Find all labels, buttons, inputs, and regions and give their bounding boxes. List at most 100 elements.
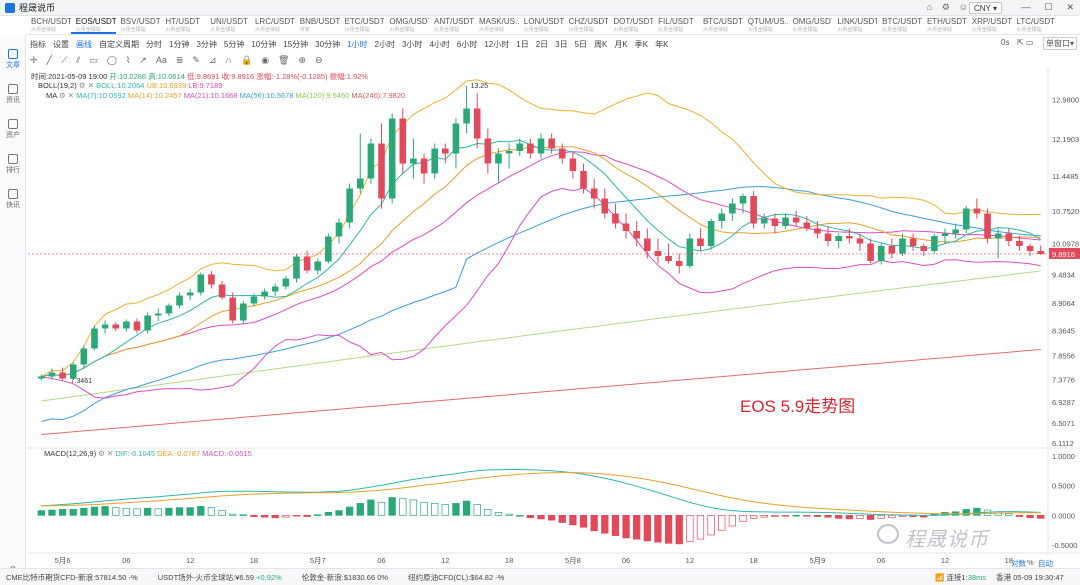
timeframe-option[interactable]: 月K [614,39,628,49]
symbol-tab[interactable]: LRC/USDT 火币全球站 [250,16,295,34]
timeframe-option[interactable]: 周K [594,39,608,49]
sidebar-item[interactable]: 排行 [0,154,26,175]
magnet-icon[interactable]: ∩ [225,55,232,65]
symbol-tab[interactable]: LINK/USDT 火币全球站 [832,16,877,34]
timeframe-option[interactable]: 2小时 [374,39,395,49]
sidebar-item[interactable]: 文章 [0,49,26,70]
timeframe-option[interactable]: 年K [655,39,669,49]
rect-tool-icon[interactable]: ▭ [89,54,98,65]
crosshair-icon[interactable]: ✛ [30,54,38,65]
symbol-tab[interactable]: OMG/USDT 火币全球站 [384,16,429,34]
symbol-tab[interactable]: BNB/USDT 币安 [295,16,340,34]
symbol-tab[interactable]: OMG/USDT 火币全球站 [788,16,833,34]
y-tick-label: 6.5071 [1052,419,1075,428]
timeframe-option[interactable]: 15分钟 [283,39,309,49]
symbol-tab[interactable]: ANT/USDT 火币全球站 [429,16,474,34]
custom-period-button[interactable]: 自定义周期 [99,39,139,49]
timeframe-option[interactable]: 分时 [146,39,162,49]
ticker-item[interactable]: 伦敦金-新浪:$1830.66 0% [301,572,389,582]
minimize-button[interactable]: — [1021,2,1031,12]
parallel-tool-icon[interactable]: ⫽ [76,54,81,65]
macd-bar [611,515,620,536]
brush-tool-icon[interactable]: ✎ [192,54,200,65]
currency-select[interactable]: CNY ▾ [969,2,1002,14]
pct-toggle[interactable]: % [1027,558,1034,567]
timeframe-option[interactable]: 1小时 [347,39,368,49]
timeframe-option[interactable]: 4小时 [429,39,450,49]
log-toggle[interactable]: 对数 [1011,559,1026,568]
close-button[interactable]: ✕ [1066,2,1074,12]
timeframe-option[interactable]: 1分钟 [169,39,190,49]
timeframe-option[interactable]: 3分钟 [196,39,217,49]
symbol-tab[interactable]: LTC/USDT 火币全球站 [1012,16,1057,34]
fib-tool-icon[interactable]: ≣ [175,54,184,65]
window-mode-select[interactable]: 单窗口▾ [1043,37,1078,50]
arrow-tool-icon[interactable]: ↗ [139,54,147,65]
candle-body [38,376,45,379]
timeframe-option[interactable]: 6小时 [456,39,478,49]
zoom-in-icon[interactable]: ⊕ [298,54,307,65]
ray-tool-icon[interactable]: ⟋ [60,54,68,65]
timeframe-option[interactable]: 季K [634,39,649,49]
timeframe-option[interactable]: 5日 [574,39,588,49]
chart-area[interactable]: 12.9800 12.1903 11.4485 10.7520 10.0978 9.483… [28,68,1080,570]
line-tool-icon[interactable]: ╱ [46,54,52,65]
tool-button[interactable]: 指标 [30,39,46,49]
candle-body [133,321,141,331]
gear-icon[interactable]: ⚙ [941,2,950,12]
bell-icon[interactable]: ⌂ [926,2,932,12]
tool-button[interactable]: 画线 [76,39,92,49]
symbol-tab[interactable]: XRP/USDT 火币全球站 [967,16,1012,34]
symbol-tab[interactable]: ETH/USDT 火币全球站 [922,16,967,34]
macd-bar [739,515,747,522]
timeframe-option[interactable]: 2日 [535,39,549,49]
timeframe-option[interactable]: 30分钟 [315,39,341,49]
layout-icon[interactable]: ⇱ ▭ [1017,38,1034,47]
symbol-exchange: 火币全球站 [434,27,460,33]
measure-tool-icon[interactable]: ⊿ [208,54,217,65]
eye-icon[interactable]: ◉ [261,54,270,65]
user-icon[interactable]: ☺ [958,2,968,12]
macd-info: MACD(12,26,9) ⚙ ✕ DIF:-0.1045 DEA:-0.078… [44,449,252,458]
tool-button[interactable]: 设置 [53,39,69,49]
symbol-tab[interactable]: ETC/USDT 火币全球站 [340,16,385,34]
timeframe-option[interactable]: 5分钟 [223,39,245,49]
timeframe-option[interactable]: 3日 [555,39,568,49]
timeframe-option[interactable]: 12小时 [484,39,510,49]
maximize-button[interactable]: ☐ [1044,2,1053,12]
ticker-item[interactable]: CME比特币期货CFD-新浪:57814.50 -% [6,572,138,582]
ticker-item[interactable]: 纽约原油CFD(CL):$64.82 -% [408,572,505,582]
lock-icon[interactable]: 🔒 [240,54,253,65]
path-tool-icon[interactable]: ⌇ [125,54,131,65]
symbol-tab[interactable]: BTC/USDT 火币全球站 [877,16,922,34]
text-tool-icon[interactable]: Aa [155,55,167,65]
timeframe-option[interactable]: 3小时 [401,39,423,49]
symbol-tab[interactable]: DOT/USDT 火币全球站 [608,16,653,34]
ticker-item[interactable]: USDT场外-火币全球站:¥6.59 +0.92% [157,572,282,582]
trash-icon[interactable]: 🗑 [278,54,290,65]
timeframe-option[interactable]: 10分钟 [251,39,277,49]
auto-toggle[interactable]: 自动 [1038,559,1053,568]
symbol-tab[interactable]: BSV/USDT 火币全球站 [116,16,161,34]
circle-tool-icon[interactable]: ◯ [106,54,117,65]
symbol-tab[interactable]: EOS/USDT 火币全球站 [70,16,116,34]
symbol-tab[interactable]: LON/USDT 火币全球站 [519,16,564,34]
boll-lower-band [41,187,1041,399]
symbol-tab[interactable]: QTUM/US... 火币全球站 [743,16,788,34]
symbol-tab[interactable]: BCH/USDT 火币全球站 [26,16,71,34]
price-chart[interactable]: 12.9800 12.1903 11.4485 10.7520 10.0978 9.483… [28,68,1080,568]
symbol-tab[interactable]: CHZ/USDT 火币全球站 [564,16,609,34]
sidebar-item[interactable]: 资产 [0,119,26,140]
candle-body [601,198,609,214]
symbol-tab[interactable]: BTC/USDT 火币全球站 [698,16,743,34]
zoom-out-icon[interactable]: ⊖ [315,54,323,65]
symbol-tab[interactable]: MASK/US... 火币全球站 [474,16,519,34]
candle-body [346,188,353,223]
sidebar-item[interactable]: 资讯 [0,84,26,105]
symbol-tab[interactable]: FIL/USDT 火币全球站 [653,16,698,34]
x-tick-label: 06 [877,556,885,565]
symbol-tab[interactable]: HT/USDT 火币全球站 [160,16,205,34]
sidebar-item[interactable]: 快讯 [0,189,26,210]
symbol-tab[interactable]: UNI/USDT 火币全球站 [205,16,250,34]
timeframe-option[interactable]: 1日 [516,39,529,49]
